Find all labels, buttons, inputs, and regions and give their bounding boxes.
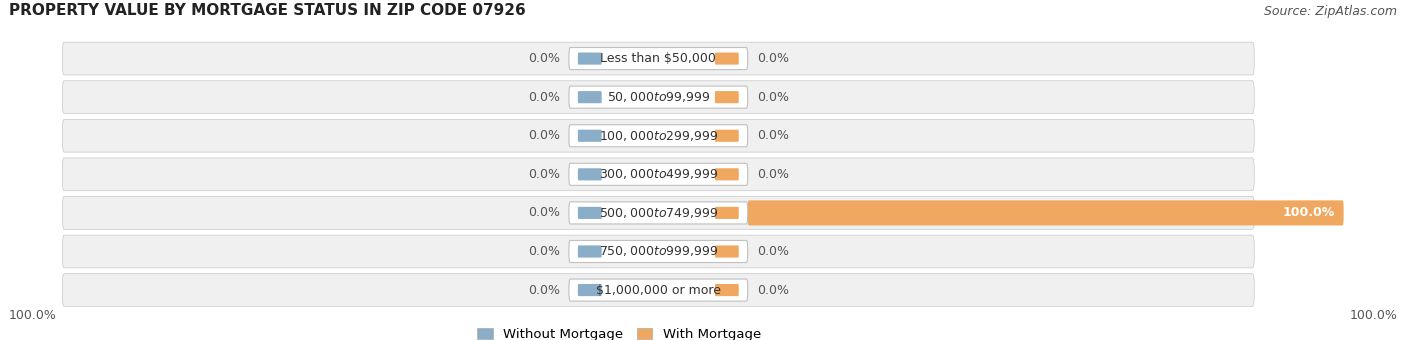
- FancyBboxPatch shape: [578, 207, 602, 219]
- Text: PROPERTY VALUE BY MORTGAGE STATUS IN ZIP CODE 07926: PROPERTY VALUE BY MORTGAGE STATUS IN ZIP…: [8, 3, 526, 18]
- Text: 0.0%: 0.0%: [756, 168, 789, 181]
- Text: $100,000 to $299,999: $100,000 to $299,999: [599, 129, 718, 143]
- FancyBboxPatch shape: [569, 48, 748, 70]
- FancyBboxPatch shape: [578, 52, 602, 65]
- Text: 0.0%: 0.0%: [756, 245, 789, 258]
- Text: $750,000 to $999,999: $750,000 to $999,999: [599, 244, 718, 258]
- Text: $1,000,000 or more: $1,000,000 or more: [596, 284, 721, 296]
- FancyBboxPatch shape: [569, 202, 748, 224]
- Text: 0.0%: 0.0%: [529, 91, 560, 104]
- Text: Less than $50,000: Less than $50,000: [600, 52, 716, 65]
- Legend: Without Mortgage, With Mortgage: Without Mortgage, With Mortgage: [477, 328, 761, 340]
- Text: 0.0%: 0.0%: [529, 52, 560, 65]
- FancyBboxPatch shape: [714, 284, 738, 296]
- FancyBboxPatch shape: [714, 91, 738, 103]
- Text: 0.0%: 0.0%: [756, 284, 789, 296]
- Text: Source: ZipAtlas.com: Source: ZipAtlas.com: [1264, 5, 1398, 18]
- Text: $500,000 to $749,999: $500,000 to $749,999: [599, 206, 718, 220]
- FancyBboxPatch shape: [62, 119, 1254, 152]
- FancyBboxPatch shape: [62, 235, 1254, 268]
- FancyBboxPatch shape: [62, 158, 1254, 191]
- Text: 100.0%: 100.0%: [1350, 309, 1398, 322]
- FancyBboxPatch shape: [569, 279, 748, 301]
- Text: 0.0%: 0.0%: [529, 129, 560, 142]
- FancyBboxPatch shape: [714, 168, 738, 181]
- FancyBboxPatch shape: [578, 245, 602, 258]
- FancyBboxPatch shape: [569, 163, 748, 185]
- Text: 0.0%: 0.0%: [529, 245, 560, 258]
- Text: 0.0%: 0.0%: [756, 91, 789, 104]
- FancyBboxPatch shape: [578, 91, 602, 103]
- FancyBboxPatch shape: [714, 130, 738, 142]
- Text: 0.0%: 0.0%: [529, 284, 560, 296]
- FancyBboxPatch shape: [578, 130, 602, 142]
- FancyBboxPatch shape: [714, 52, 738, 65]
- FancyBboxPatch shape: [569, 240, 748, 262]
- Text: 0.0%: 0.0%: [529, 168, 560, 181]
- Text: 0.0%: 0.0%: [529, 206, 560, 219]
- Text: 0.0%: 0.0%: [756, 52, 789, 65]
- FancyBboxPatch shape: [62, 42, 1254, 75]
- Text: 100.0%: 100.0%: [1282, 206, 1334, 219]
- Text: $50,000 to $99,999: $50,000 to $99,999: [606, 90, 710, 104]
- Text: 100.0%: 100.0%: [8, 309, 56, 322]
- FancyBboxPatch shape: [578, 284, 602, 296]
- Text: $300,000 to $499,999: $300,000 to $499,999: [599, 167, 718, 181]
- FancyBboxPatch shape: [62, 274, 1254, 306]
- FancyBboxPatch shape: [714, 207, 738, 219]
- FancyBboxPatch shape: [569, 86, 748, 108]
- FancyBboxPatch shape: [578, 168, 602, 181]
- Text: 0.0%: 0.0%: [756, 129, 789, 142]
- FancyBboxPatch shape: [62, 197, 1254, 229]
- FancyBboxPatch shape: [714, 245, 738, 258]
- FancyBboxPatch shape: [569, 125, 748, 147]
- FancyBboxPatch shape: [748, 200, 1344, 225]
- FancyBboxPatch shape: [62, 81, 1254, 114]
